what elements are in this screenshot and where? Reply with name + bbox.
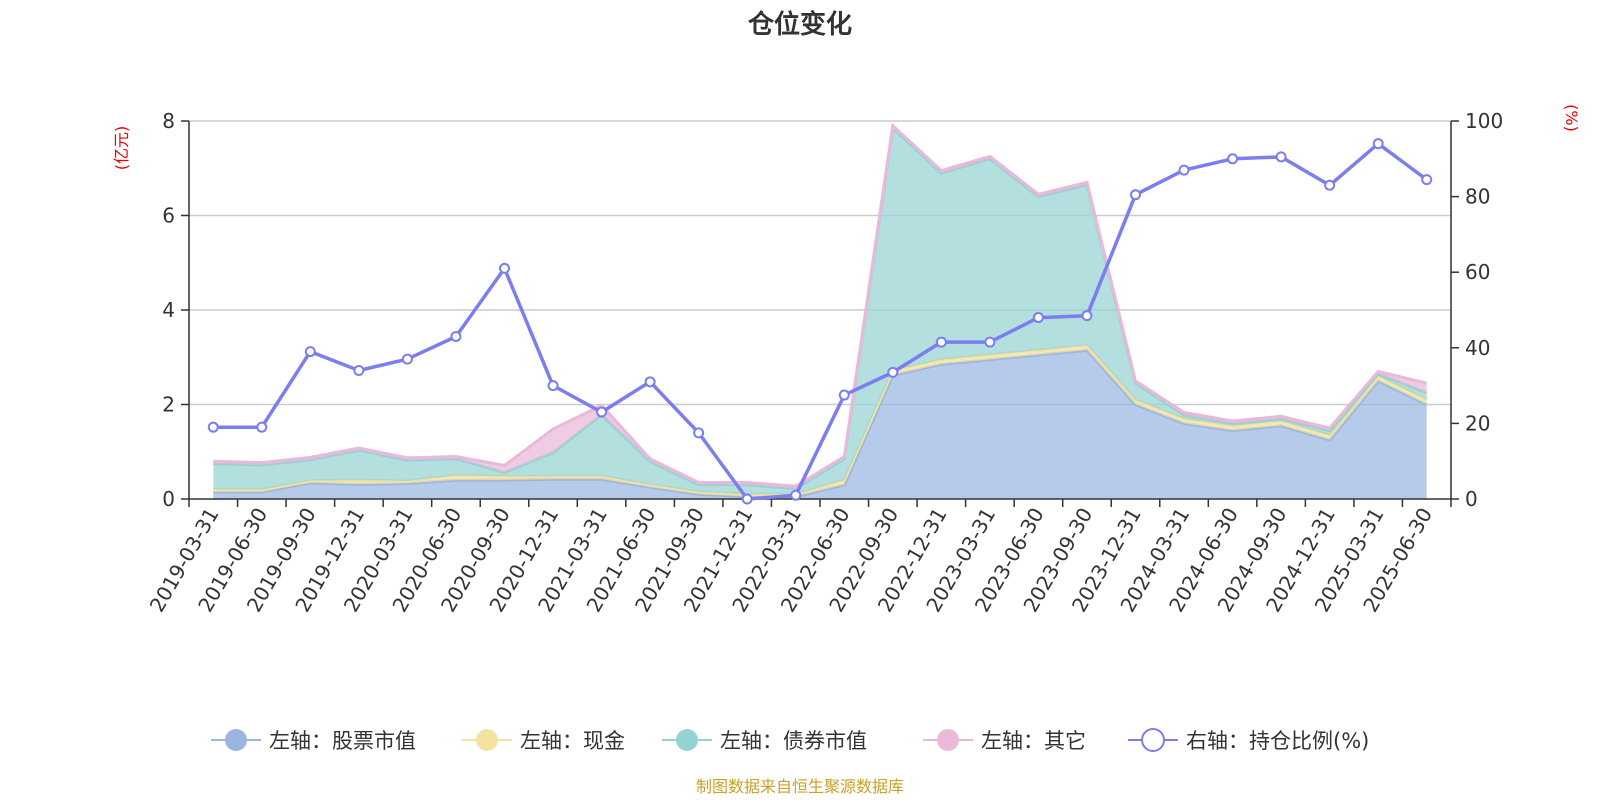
- area-edge-4: [213, 122, 1428, 488]
- area-edge-1: [213, 348, 1428, 499]
- right-tick-label-4: 80: [1465, 185, 1490, 209]
- legend-label-1: 左轴：股票市值: [269, 729, 416, 753]
- left-axis-unit: (亿元): [112, 126, 131, 171]
- ratio-point-16: [984, 336, 996, 348]
- ratio-point-12: [790, 489, 802, 501]
- ratio-point-0: [207, 421, 219, 433]
- ratio-line: [213, 141, 1428, 501]
- legend-marker-3: [676, 729, 698, 751]
- legend-marker-2: [476, 729, 498, 751]
- ratio-point-13: [838, 389, 850, 401]
- ratio-point-2: [304, 346, 316, 358]
- ratio-point-15: [935, 336, 947, 348]
- axes: 024680204060801002019-03-312019-06-30201…: [145, 109, 1503, 616]
- area-fill-3: [213, 128, 1427, 495]
- right-tick-label-1: 20: [1465, 411, 1490, 435]
- legend-marker-1: [225, 729, 247, 751]
- ratio-point-24: [1372, 138, 1384, 150]
- legend-label-2: 左轴：现金: [520, 729, 625, 753]
- ratio-point-8: [596, 406, 608, 418]
- legend: 左轴：股票市值 左轴：现金 左轴：债券市值 左轴：其它 右轴：持仓比例(%): [211, 728, 1369, 753]
- ratio-point-25: [1421, 174, 1433, 186]
- area-edge-2: [213, 343, 1428, 496]
- ratio-point-17: [1032, 312, 1044, 324]
- ratio-point-11: [741, 493, 753, 505]
- ratio-point-22: [1275, 151, 1287, 163]
- left-tick-label-0: 0: [162, 487, 175, 511]
- chart-title: 仓位变化: [747, 9, 852, 40]
- left-tick-label-1: 2: [162, 393, 175, 417]
- legend-marker-4: [937, 729, 959, 751]
- ratio-point-9: [644, 376, 656, 388]
- legend-marker-5: [1141, 728, 1165, 752]
- ratio-point-1: [256, 421, 268, 433]
- ratio-point-7: [547, 380, 559, 392]
- ratio-point-23: [1324, 179, 1336, 191]
- ratio-point-18: [1081, 310, 1093, 322]
- area-fill-1: [213, 350, 1427, 499]
- ratio-point-4: [401, 353, 413, 365]
- ratio-point-6: [499, 262, 510, 274]
- grid-lines: [189, 120, 1451, 406]
- ratio-point-14: [887, 366, 899, 378]
- ratio-line-series: [207, 138, 1433, 505]
- right-tick-label-5: 100: [1465, 109, 1503, 133]
- legend-label-5: 右轴：持仓比例(%): [1186, 729, 1369, 753]
- legend-label-4: 左轴：其它: [981, 729, 1086, 753]
- ratio-point-3: [353, 364, 365, 376]
- left-tick-label-2: 4: [162, 298, 175, 322]
- ratio-point-5: [450, 330, 462, 342]
- right-tick-label-2: 40: [1465, 336, 1490, 360]
- left-tick-label-4: 8: [162, 109, 175, 133]
- ratio-point-20: [1178, 164, 1190, 176]
- right-tick-label-0: 0: [1465, 487, 1478, 511]
- right-tick-label-3: 60: [1465, 260, 1490, 284]
- area-series: [213, 122, 1428, 499]
- right-axis-unit: (%): [1562, 104, 1581, 132]
- area-edge-3: [213, 125, 1428, 491]
- left-tick-label-3: 6: [162, 204, 175, 228]
- ratio-point-10: [693, 427, 705, 439]
- ratio-point-21: [1227, 153, 1239, 165]
- source-footer: 制图数据来自恒生聚源数据库: [696, 777, 904, 796]
- ratio-point-19: [1130, 189, 1141, 201]
- legend-label-3: 左轴：债券市值: [720, 729, 867, 753]
